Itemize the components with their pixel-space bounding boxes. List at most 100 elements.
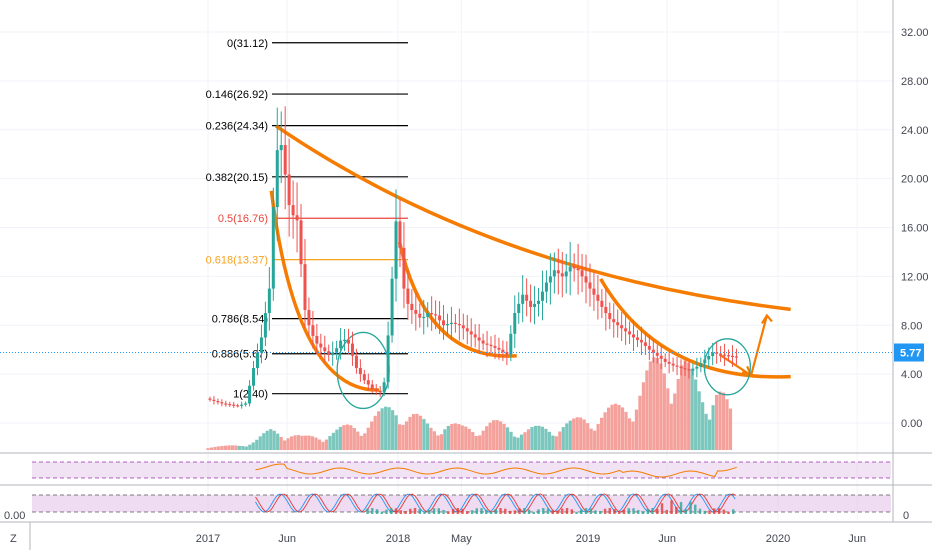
volume-bar — [206, 448, 210, 450]
stoch-hist-bar — [485, 509, 488, 514]
stoch-hist-bar — [589, 508, 592, 514]
candle-body — [719, 353, 723, 355]
volume-bar — [283, 440, 287, 450]
volume-bar — [533, 425, 538, 450]
stoch-hist-bar — [689, 501, 692, 514]
stoch-hist-bar — [447, 511, 450, 514]
stoch-hist-bar — [527, 509, 531, 514]
volume-bar — [551, 435, 555, 450]
candle-body — [723, 354, 727, 356]
volume-bar — [471, 432, 475, 450]
candle-body — [485, 343, 489, 345]
candle-body — [635, 337, 639, 340]
stoch-hist-bar — [622, 509, 626, 514]
volume-bar — [586, 423, 590, 450]
volume-bar — [547, 431, 551, 450]
trend-drawings[interactable] — [269, 124, 791, 410]
candle-body — [283, 145, 287, 175]
stoch-hist-bar — [394, 508, 398, 514]
volume-bar — [502, 423, 506, 450]
candle-body — [457, 324, 461, 326]
volume-bar — [683, 360, 687, 450]
stoch-hist-bar — [499, 508, 502, 514]
candle-body — [442, 320, 446, 326]
volume-bar — [620, 407, 625, 450]
volume-bar — [234, 445, 238, 450]
volume-bar — [380, 408, 384, 450]
candle-body — [394, 221, 398, 279]
stoch-hist-bar — [594, 510, 597, 514]
volume-bar — [638, 395, 642, 450]
stoch-hist-bar — [390, 508, 393, 514]
stoch-hist-bar — [518, 508, 521, 514]
volume-bar — [272, 430, 276, 450]
candle-body — [501, 349, 505, 353]
candle-body — [647, 346, 651, 350]
volume-bars — [206, 357, 733, 450]
fibonacci-retracement[interactable]: 0(31.12) 0.146(26.92) 0.236(24.34) 0.382(20… — [206, 38, 408, 401]
volume-bar — [377, 411, 381, 450]
volume-bar — [411, 413, 416, 450]
volume-bar — [251, 442, 255, 450]
fib-level-label: 0.5(16.76) — [218, 213, 268, 225]
price-tick-label: 32.00 — [901, 27, 929, 39]
candle-body — [362, 374, 366, 381]
candle-body — [347, 339, 351, 344]
stoch-hist-bar — [532, 511, 535, 514]
stoch-hist-bar — [461, 508, 464, 514]
stoch-hist-bar — [551, 510, 554, 514]
time-axis[interactable]: 2017 Jun 2018 May 2019 Jun 2020 Jun — [196, 533, 866, 545]
candle-body — [339, 340, 343, 349]
price-tick-label: 4.00 — [901, 369, 922, 381]
volume-bar — [241, 445, 245, 450]
candle-body — [730, 355, 734, 357]
time-tick-label: Jun — [278, 533, 296, 545]
time-tick-label: Jun — [658, 533, 676, 545]
volume-bar — [262, 433, 266, 450]
volume-bar — [582, 419, 586, 450]
decay-curve — [599, 277, 791, 379]
candle-body — [248, 385, 252, 404]
time-tick-label: 2017 — [196, 533, 220, 545]
volume-bar — [352, 427, 356, 450]
candle-body — [727, 355, 731, 357]
volume-bar — [645, 370, 649, 450]
stoch-hist-bar — [418, 509, 421, 514]
candle-body — [465, 328, 469, 332]
volume-bar — [349, 425, 353, 450]
price-axis[interactable]: 32.00 28.00 24.00 20.00 16.00 12.00 8.00 4.00 0.… — [901, 27, 929, 430]
stoch-hist-bar — [599, 510, 602, 514]
volume-bar — [655, 358, 659, 450]
volume-bar — [213, 446, 217, 450]
volume-bar — [443, 429, 447, 450]
stoch-hist-bar — [413, 508, 417, 514]
candle-body — [552, 270, 556, 277]
volume-bar — [248, 444, 252, 450]
stoch-hist-bar — [366, 508, 369, 514]
candle-body — [651, 349, 655, 353]
candle-body — [632, 334, 636, 338]
stoch-hist-bar — [665, 509, 668, 514]
volume-bar — [572, 418, 576, 450]
volume-bar — [328, 436, 332, 450]
stoch-hist-bar — [565, 508, 569, 514]
volume-bar — [728, 408, 733, 450]
candle-body — [279, 145, 283, 151]
volume-bar — [579, 417, 583, 450]
candle-body — [438, 315, 442, 321]
stochastic-panel[interactable]: 0.00 0 — [4, 493, 909, 522]
candle-body — [354, 355, 358, 369]
stoch-hist-bar — [542, 508, 545, 514]
volume-bar — [652, 357, 656, 450]
candle-body — [529, 300, 533, 307]
stoch-hist-bar — [675, 506, 678, 514]
stoch-hist-bar — [508, 510, 512, 514]
candle-body — [493, 346, 497, 348]
candle-body — [236, 405, 240, 407]
stoch-hist-bar — [561, 508, 564, 514]
candle-body — [220, 402, 224, 404]
rsi-panel[interactable] — [32, 461, 893, 479]
price-tick-label: 0.00 — [901, 418, 922, 430]
volume-bar — [634, 409, 639, 450]
